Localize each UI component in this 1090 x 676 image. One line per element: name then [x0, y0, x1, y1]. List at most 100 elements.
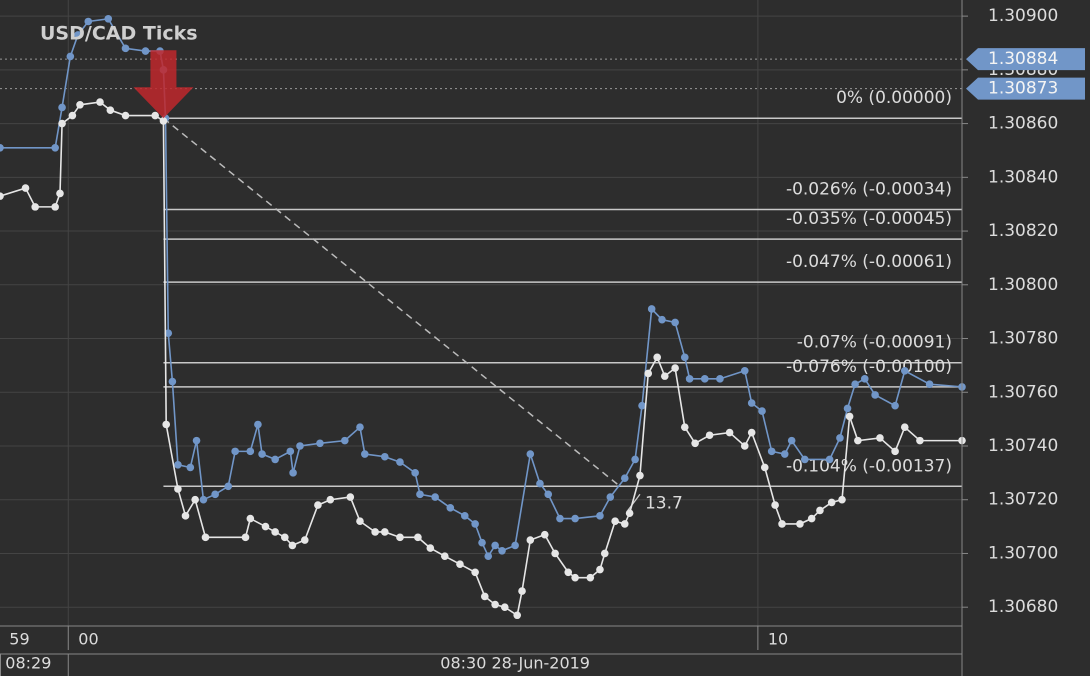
- tick-point: [396, 533, 404, 542]
- fib-label: 0% (0.00000): [836, 88, 952, 108]
- tick-point: [891, 447, 899, 456]
- tick-point: [571, 573, 579, 582]
- tick-point: [414, 533, 422, 542]
- tick-point: [796, 520, 804, 528]
- tick-point: [396, 458, 404, 466]
- y-tick-label: 1.30700: [988, 543, 1058, 563]
- fib-label: -0.026% (-0.00034): [786, 180, 952, 200]
- tick-point: [900, 423, 909, 431]
- tick-point: [301, 536, 309, 544]
- tick-point: [478, 538, 486, 547]
- tick-point: [854, 436, 862, 445]
- tick-point: [174, 460, 182, 469]
- tick-point: [381, 452, 389, 461]
- tick-point: [700, 375, 709, 383]
- tick-point: [747, 428, 756, 437]
- tick-point: [891, 401, 899, 410]
- tick-point: [900, 366, 909, 375]
- tick-point: [526, 450, 535, 458]
- fib-label: -0.07% (-0.00091): [797, 333, 952, 353]
- fib-label: -0.035% (-0.00045): [786, 209, 952, 229]
- tick-point: [611, 517, 619, 526]
- tick-point: [271, 528, 279, 536]
- tick-point: [289, 469, 297, 477]
- tick-point: [845, 412, 854, 421]
- tick-point: [31, 203, 39, 211]
- tick-point: [680, 423, 689, 431]
- tick-point: [231, 447, 239, 456]
- tick-point: [480, 592, 489, 601]
- tick-point: [66, 52, 75, 61]
- trend-label: 13.7: [645, 493, 683, 513]
- tick-point: [246, 514, 255, 523]
- tick-point: [341, 436, 349, 445]
- tick-point: [836, 434, 844, 442]
- y-tick-label: 1.30720: [988, 490, 1058, 510]
- tick-point: [0, 143, 4, 152]
- tick-point: [760, 463, 769, 472]
- tick-point: [440, 552, 449, 560]
- price-box-label: 1.30873: [988, 79, 1058, 99]
- tick-point: [471, 520, 479, 528]
- tick-point: [740, 366, 749, 375]
- plot: [0, 15, 966, 620]
- tick-point: [241, 533, 250, 542]
- tick-point: [416, 490, 424, 499]
- tick-point: [159, 117, 168, 125]
- tick-point: [636, 471, 644, 480]
- tick-point: [106, 106, 115, 114]
- tick-point: [199, 495, 208, 504]
- tick-point: [288, 541, 297, 550]
- tick-point: [671, 318, 679, 327]
- tick-point: [51, 203, 59, 211]
- tick-point: [56, 189, 64, 198]
- y-tick-label: 1.30900: [988, 6, 1058, 26]
- tick-point: [638, 401, 646, 410]
- tick-point: [174, 485, 182, 493]
- tick-point: [426, 544, 435, 552]
- tick-point: [767, 447, 776, 456]
- tick-point: [258, 450, 266, 458]
- tick-point: [211, 490, 219, 499]
- tick-point: [571, 514, 579, 523]
- y-tick-label: 1.30820: [988, 221, 1058, 241]
- tick-point: [411, 469, 419, 477]
- tick-point: [471, 568, 479, 577]
- tick-point: [346, 493, 355, 501]
- tick-point: [168, 377, 177, 386]
- tick-point: [851, 380, 859, 388]
- tick-point: [151, 111, 159, 120]
- tick-point: [286, 447, 295, 456]
- tick-point: [671, 364, 679, 372]
- tick-point: [74, 31, 82, 39]
- tick-point: [76, 100, 84, 109]
- tick-point: [164, 329, 173, 337]
- x-secondary-label: 08:29: [5, 654, 51, 673]
- x-tick-label: 59: [9, 630, 29, 649]
- fib-label: -0.076% (-0.00100): [786, 357, 952, 377]
- tick-point: [326, 495, 335, 504]
- tick-point: [500, 603, 509, 611]
- x-secondary-label: 08:30 28-Jun-2019: [440, 654, 590, 673]
- tick-point: [916, 436, 924, 445]
- y-tick-label: 1.30860: [988, 114, 1058, 134]
- tick-point: [871, 391, 879, 399]
- tick-point: [778, 520, 786, 528]
- tick-point: [456, 560, 464, 569]
- tick-point: [647, 305, 656, 313]
- tick-point: [827, 498, 836, 507]
- tick-point: [498, 546, 506, 555]
- tick-point: [51, 143, 59, 152]
- tick-point: [564, 568, 573, 577]
- price-box-label: 1.30884: [988, 49, 1058, 69]
- tick-point: [104, 15, 113, 23]
- tick-point: [0, 192, 4, 200]
- tick-point: [596, 512, 604, 520]
- y-tick-label: 1.30840: [988, 167, 1058, 187]
- tick-point: [625, 509, 634, 517]
- tick-point: [725, 428, 734, 437]
- y-tick-label: 1.30740: [988, 436, 1058, 456]
